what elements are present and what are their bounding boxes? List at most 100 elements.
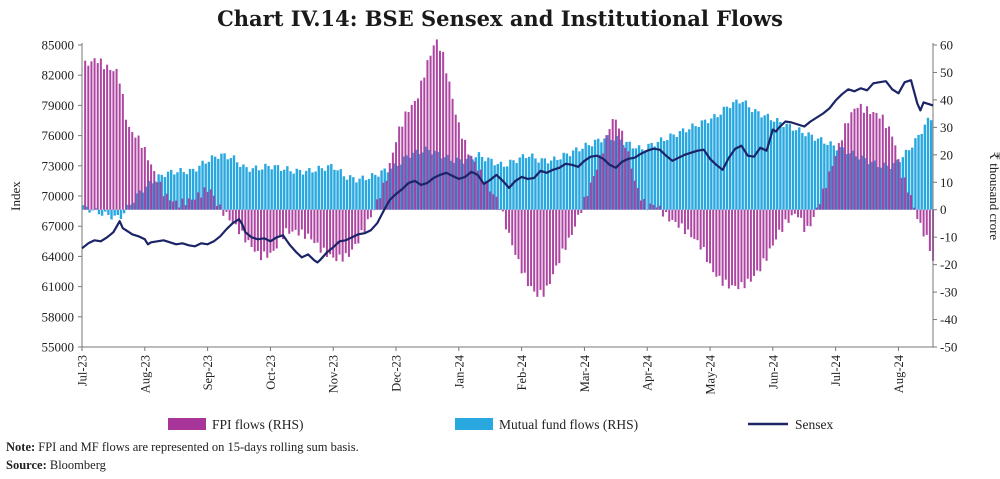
fpi-bar: [87, 65, 90, 210]
mf-bar: [248, 171, 251, 210]
chart-note: Note: FPI and MF flows are represented o…: [6, 440, 359, 454]
mf-bar: [484, 161, 487, 210]
mf-bar: [129, 204, 132, 210]
mf-bar: [430, 154, 434, 210]
fpi-bar: [351, 209, 354, 250]
fpi-bar: [432, 45, 435, 210]
fpi-bar: [683, 209, 686, 235]
fpi-bar: [815, 207, 818, 210]
mf-bar: [923, 124, 927, 210]
mf-bar: [421, 152, 424, 210]
mf-bar: [873, 160, 876, 210]
fpi-bar: [690, 209, 693, 238]
legend-label-fpi: FPI flows (RHS): [212, 417, 304, 432]
fpi-bar: [624, 147, 627, 210]
mf-bar: [772, 121, 776, 210]
mf-bar: [816, 138, 820, 210]
mf-bar: [851, 150, 854, 210]
mf-bar: [204, 163, 207, 210]
fpi-bar: [84, 60, 87, 210]
mf-bar: [201, 160, 204, 210]
fpi-bar: [410, 104, 413, 210]
mf-bar: [534, 158, 537, 210]
mf-bar: [741, 102, 744, 210]
fpi-bar: [115, 68, 118, 210]
fpi-bar: [888, 126, 891, 210]
mf-bar: [361, 175, 364, 210]
mf-bar: [323, 170, 327, 210]
fpi-bar: [825, 187, 828, 210]
fpi-bar: [633, 180, 636, 210]
mf-bar: [138, 190, 141, 210]
fpi-bar: [599, 154, 602, 210]
mf-bar: [446, 154, 449, 210]
fpi-bar: [216, 205, 219, 210]
mf-bar: [863, 158, 867, 210]
mf-bar: [904, 149, 908, 210]
fpi-bar: [388, 163, 391, 210]
mf-bar: [188, 168, 192, 210]
mf-bar: [276, 165, 280, 210]
mf-bar: [732, 102, 735, 210]
mf-bar: [270, 169, 273, 210]
left-tick-label: 55000: [42, 340, 75, 355]
mf-bar: [722, 106, 726, 210]
fpi-bar: [90, 61, 93, 210]
mf-bar: [637, 145, 641, 210]
mf-bar: [245, 167, 248, 210]
mf-bar: [320, 168, 324, 210]
fpi-bar: [526, 209, 529, 287]
fpi-bar: [332, 209, 335, 258]
mf-bar: [625, 141, 628, 210]
mf-bar: [232, 155, 236, 210]
fpi-bar: [247, 209, 250, 241]
fpi-bar: [244, 209, 247, 243]
mf-bar: [110, 209, 113, 220]
fpi-bar: [511, 209, 514, 246]
mf-bar: [597, 138, 600, 210]
fpi-bar: [803, 209, 806, 232]
mf-bar: [226, 159, 229, 210]
fpi-bar: [272, 209, 275, 251]
fpi-bar: [407, 112, 410, 210]
mf-bar: [458, 159, 462, 210]
fpi-bar: [853, 108, 856, 210]
legend-label-sensex: Sensex: [795, 417, 833, 432]
sensex-line: [81, 79, 934, 264]
mf-bar: [317, 165, 320, 210]
x-axis-ticks: Jul-23 Aug-23 Sep-23 Oct-23 Nov-23 Dec-23 Jan-…: [76, 347, 906, 395]
mf-bar: [210, 155, 214, 210]
fpi-bar: [131, 132, 134, 210]
mf-bar: [518, 157, 521, 210]
mf-bar: [710, 118, 713, 210]
mf-bar: [207, 161, 211, 210]
mf-bar: [841, 147, 845, 210]
fpi-bar: [844, 123, 847, 210]
mf-bar: [279, 170, 283, 210]
mf-bar: [527, 156, 531, 210]
mf-bar: [725, 106, 729, 210]
axis-frame: [81, 43, 934, 348]
mf-bar: [747, 107, 751, 210]
fpi-bar: [366, 209, 369, 220]
fpi-bar: [809, 209, 812, 227]
mf-bar: [666, 140, 669, 210]
left-tick-label: 61000: [42, 279, 75, 294]
fpi-bar: [162, 196, 165, 210]
fpi-bar: [649, 203, 652, 210]
mf-bar: [929, 120, 933, 210]
fpi-bar: [800, 209, 803, 218]
mf-bar: [292, 173, 295, 210]
fpi-bar: [150, 164, 153, 210]
mf-bar: [286, 166, 289, 210]
fpi-bar: [200, 197, 203, 210]
mf-bar: [465, 158, 468, 210]
fpi-bar: [184, 205, 187, 210]
mf-bar: [672, 134, 675, 210]
fpi-bar: [680, 209, 683, 224]
mf-bar: [728, 108, 732, 210]
fpi-bar: [759, 209, 762, 272]
mf-bar: [568, 156, 572, 210]
fpi-bar: [574, 209, 577, 227]
mf-bar: [418, 154, 421, 210]
